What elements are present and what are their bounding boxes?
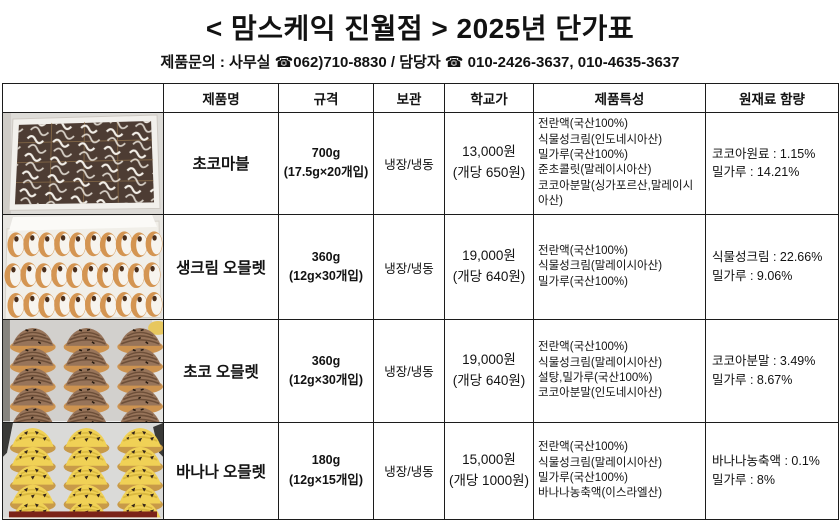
header-ingredient-content: 원재료 함량 [705, 82, 839, 113]
ingredient-line: 밀가루 : 9.06% [712, 269, 793, 284]
price-total: 19,000원 [462, 352, 516, 368]
features-cell: 전란액(국산100%) 식물성크림(말레이시아산) 밀가루(국산100%) [533, 213, 706, 321]
ingredient-line: 밀가루 : 14.21% [712, 165, 800, 180]
ingredient-line: 밀가루 : 8% [712, 472, 775, 487]
table-row: 초코마블 700g (17.5g×20개입) 냉장/냉동 13,000원 (개당… [2, 111, 839, 215]
price-total: 13,000원 [462, 144, 516, 160]
ingredient-line: 코코아분말 : 3.49% [712, 354, 816, 369]
table-row: 생크림 오믈렛 360g (12g×30개입) 냉장/냉동 19,000원 (개… [2, 213, 839, 321]
spec-cell: 700g (17.5g×20개입) [278, 111, 374, 215]
feature-line: 전란액(국산100%) [538, 118, 628, 131]
spec-pack: (17.5g×20개입) [283, 165, 369, 180]
header-features: 제품특성 [533, 82, 706, 113]
product-photo-cell [2, 111, 164, 215]
spec-weight: 700g [311, 145, 341, 160]
product-photo-cell [2, 213, 164, 321]
storage-cell: 냉장/냉동 [373, 319, 445, 423]
ingredients-cell: 코코아원료 : 1.15% 밀가루 : 14.21% [705, 111, 839, 215]
spec-cell: 360g (12g×30개입) [278, 213, 374, 321]
table-header-row: 제품명 규격 보관 학교가 제품특성 원재료 함량 [2, 82, 839, 113]
header-product-name: 제품명 [163, 82, 279, 113]
price-cell: 13,000원 (개당 650원) [444, 111, 534, 215]
spec-weight: 180g [311, 453, 341, 468]
product-photo-cell [2, 319, 164, 423]
price-total: 15,000원 [462, 451, 516, 467]
banana-omelette-photo [3, 423, 163, 519]
feature-line: 식물성크림(말레이시아산) [538, 456, 663, 469]
product-name-cell: 바나나 오믈렛 [163, 421, 279, 521]
spec-weight: 360g [311, 353, 341, 368]
header-school-price: 학교가 [444, 82, 534, 113]
header-spec: 규격 [278, 82, 374, 113]
price-cell: 19,000원 (개당 640원) [444, 319, 534, 423]
storage-cell: 냉장/냉동 [373, 111, 445, 215]
header-photo-blank [2, 82, 164, 113]
ingredient-line: 밀가루 : 8.67% [712, 372, 793, 387]
price-unit: (개당 640원) [452, 372, 526, 388]
feature-line: 밀가루(국산100%) [538, 148, 628, 161]
ingredient-line: 코코아원료 : 1.15% [712, 146, 816, 161]
table-row: 초코 오믈렛 360g (12g×30개입) 냉장/냉동 19,000원 (개당… [2, 319, 839, 423]
feature-line: 설탕,밀가루(국산100%) [538, 371, 653, 384]
ingredient-line: 바나나농축액 : 0.1% [712, 454, 820, 469]
spec-pack: (12g×30개입) [288, 372, 364, 387]
feature-line: 식물성크림(말레이시아산) [538, 260, 663, 273]
feature-line: 코코아분말(인도네시아산) [538, 387, 663, 400]
feature-line: 준초콜릿(말레이시아산) [538, 164, 652, 177]
feature-line: 전란액(국산100%) [538, 441, 628, 454]
features-cell: 전란액(국산100%) 식물성크림(말레이시아산) 설탕,밀가루(국산100%)… [533, 319, 706, 423]
choco-marble-photo [3, 113, 163, 214]
ingredients-cell: 코코아분말 : 3.49% 밀가루 : 8.67% [705, 319, 839, 423]
storage-cell: 냉장/냉동 [373, 421, 445, 521]
ingredient-line: 식물성크림 : 22.66% [712, 250, 823, 265]
storage-cell: 냉장/냉동 [373, 213, 445, 321]
spec-weight: 360g [311, 249, 341, 264]
features-cell: 전란액(국산100%) 식물성크림(말레이시아산) 밀가루(국산100%) 바나… [533, 421, 706, 521]
price-cell: 19,000원 (개당 640원) [444, 213, 534, 321]
feature-line: 전란액(국산100%) [538, 341, 628, 354]
fresh-cream-omelette-photo [3, 215, 163, 319]
page-title: < 맘스케익 진월점 > 2025년 단가표 [205, 13, 635, 44]
choco-omelette-photo [3, 320, 163, 422]
spec-cell: 360g (12g×30개입) [278, 319, 374, 423]
price-unit: (개당 650원) [452, 165, 526, 181]
feature-line: 밀가루(국산100%) [538, 471, 628, 484]
price-unit: (개당 1000원) [448, 472, 530, 488]
price-table: 제품명 규격 보관 학교가 제품특성 원재료 함량 [2, 82, 839, 521]
feature-line: 식물성크림(인도네시아산) [538, 133, 663, 146]
table-row: 바나나 오믈렛 180g (12g×15개입) 냉장/냉동 15,000원 (개… [2, 421, 839, 521]
product-name-cell: 초코 오믈렛 [163, 319, 279, 423]
feature-line: 코코아분말(싱가포르산,말레이시아산) [538, 179, 694, 207]
price-total: 19,000원 [462, 248, 516, 264]
ingredients-cell: 식물성크림 : 22.66% 밀가루 : 9.06% [705, 213, 839, 321]
feature-line: 바나나농축액(이스라엘산) [538, 487, 663, 500]
feature-line: 밀가루(국산100%) [538, 275, 628, 288]
feature-line: 전란액(국산100%) [538, 245, 628, 258]
product-name-cell: 생크림 오믈렛 [163, 213, 279, 321]
feature-line: 식물성크림(말레이시아산) [538, 356, 663, 369]
contact-line: 제품문의 : 사무실 ☎062)710-8830 / 담당자 ☎ 010-242… [160, 53, 680, 71]
spec-pack: (12g×15개입) [288, 472, 364, 487]
header-storage: 보관 [373, 82, 445, 113]
price-cell: 15,000원 (개당 1000원) [444, 421, 534, 521]
price-unit: (개당 640원) [452, 269, 526, 285]
document-header: < 맘스케익 진월점 > 2025년 단가표 제품문의 : 사무실 ☎062)7… [0, 0, 840, 72]
spec-cell: 180g (12g×15개입) [278, 421, 374, 521]
spec-pack: (12g×30개입) [288, 269, 364, 284]
product-name-cell: 초코마블 [163, 111, 279, 215]
features-cell: 전란액(국산100%) 식물성크림(인도네시아산) 밀가루(국산100%) 준초… [533, 111, 706, 215]
ingredients-cell: 바나나농축액 : 0.1% 밀가루 : 8% [705, 421, 839, 521]
product-photo-cell [2, 421, 164, 521]
